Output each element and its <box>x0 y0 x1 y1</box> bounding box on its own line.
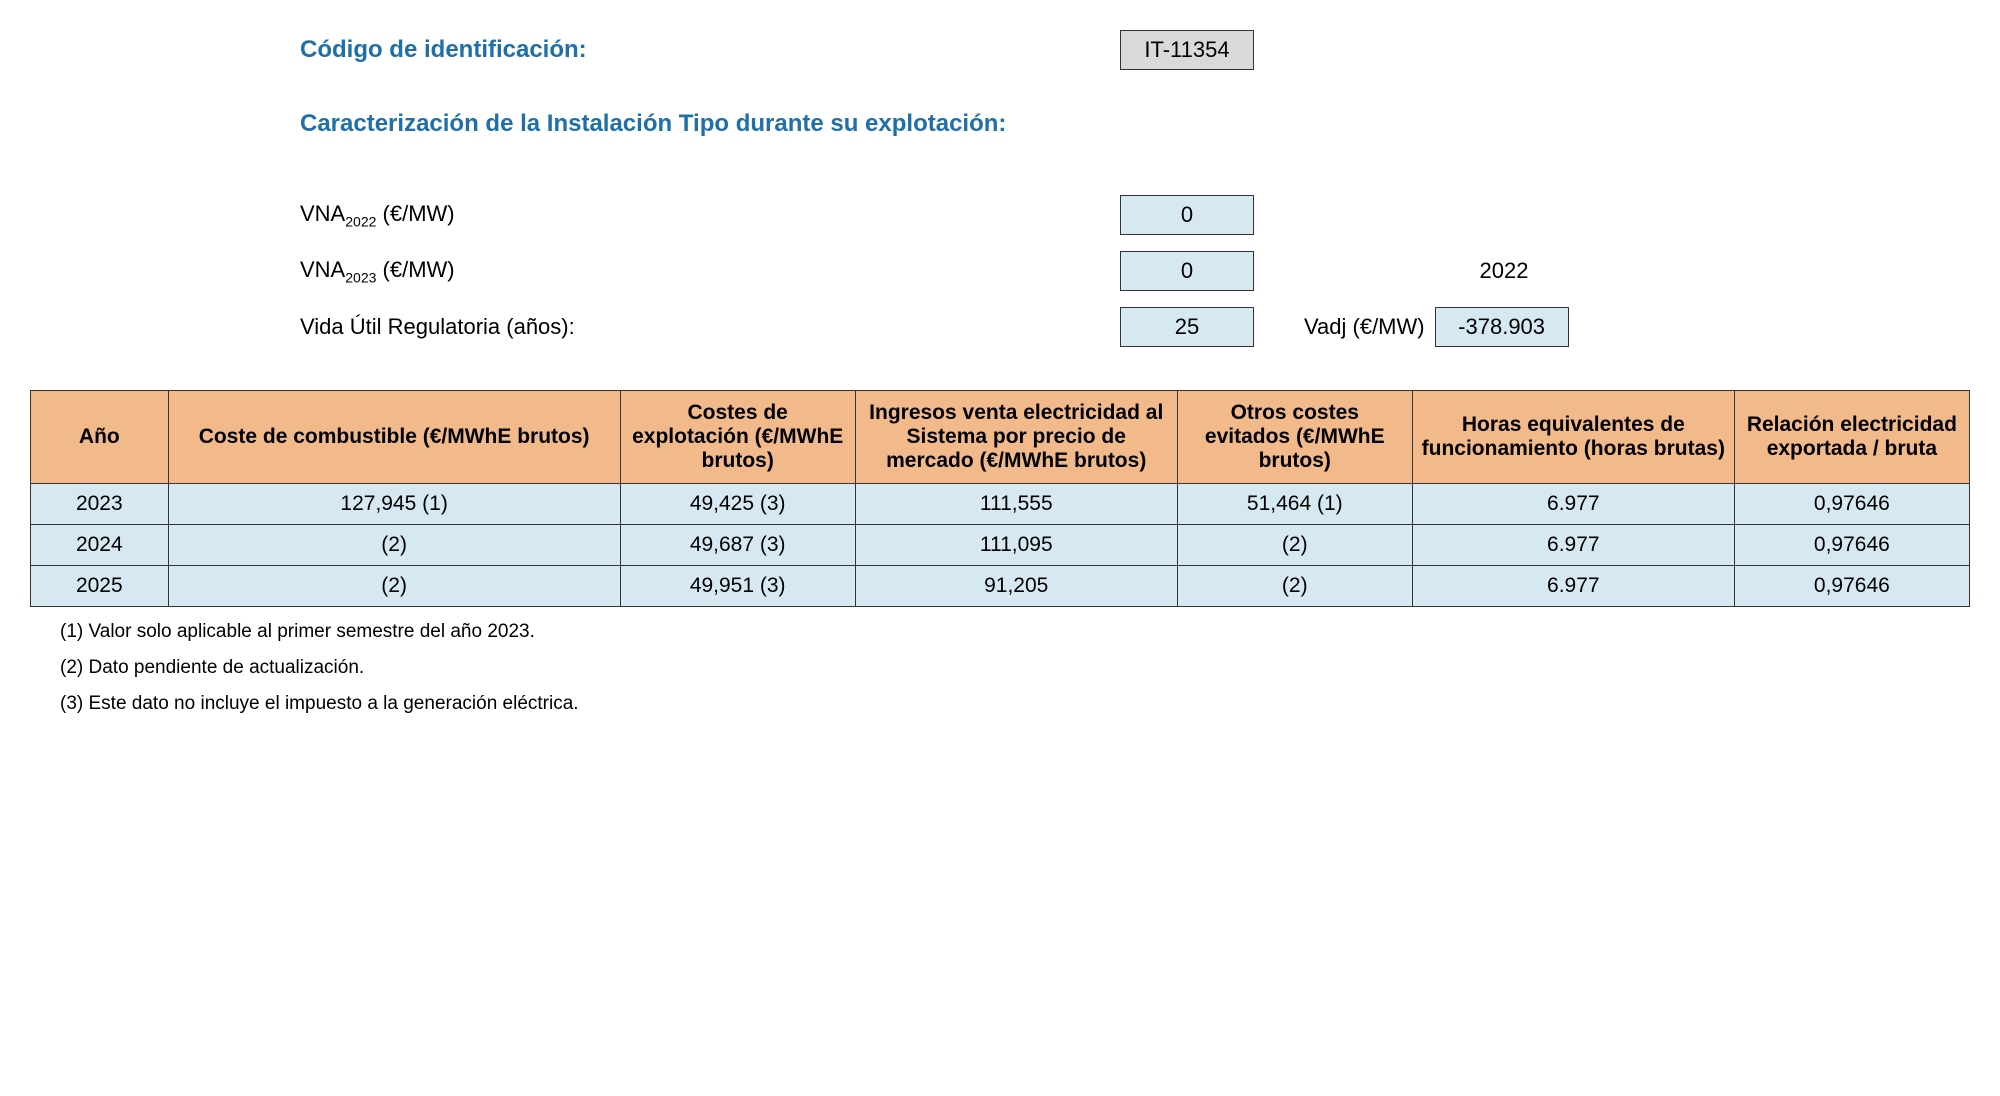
vna2023-prefix: VNA <box>300 257 345 282</box>
vna2022-value: 0 <box>1120 195 1254 235</box>
table-header-cell: Coste de combustible (€/MWhE brutos) <box>168 391 620 484</box>
table-header-cell: Costes de explotación (€/MWhE brutos) <box>620 391 855 484</box>
table-cell: 51,464 (1) <box>1177 484 1412 525</box>
table-cell: 91,205 <box>855 566 1177 607</box>
vida-label: Vida Útil Regulatoria (años): <box>300 314 1120 340</box>
table-cell: 2024 <box>31 525 169 566</box>
vna2022-sub: 2022 <box>345 213 376 229</box>
section-title: Caracterización de la Instalación Tipo d… <box>300 110 1970 138</box>
id-label: Código de identificación: <box>300 36 1120 64</box>
table-cell: 111,095 <box>855 525 1177 566</box>
table-header-cell: Año <box>31 391 169 484</box>
table-cell: 127,945 (1) <box>168 484 620 525</box>
vadj-group: Vadj (€/MW) -378.903 <box>1304 307 1569 347</box>
table-cell: 2023 <box>31 484 169 525</box>
vna2023-label: VNA2023 (€/MW) <box>300 257 1120 285</box>
table-cell: 111,555 <box>855 484 1177 525</box>
footnote: (1) Valor solo aplicable al primer semes… <box>60 621 1970 643</box>
table-body: 2023127,945 (1)49,425 (3)111,55551,464 (… <box>31 484 1970 607</box>
main-table: AñoCoste de combustible (€/MWhE brutos)C… <box>30 390 1970 607</box>
table-header-row: AñoCoste de combustible (€/MWhE brutos)C… <box>31 391 1970 484</box>
table-row: 2025(2)49,951 (3)91,205(2)6.9770,97646 <box>31 566 1970 607</box>
table-cell: 0,97646 <box>1734 525 1969 566</box>
table-cell: 0,97646 <box>1734 566 1969 607</box>
table-cell: 49,425 (3) <box>620 484 855 525</box>
footnote: (2) Dato pendiente de actualización. <box>60 657 1970 679</box>
vida-value: 25 <box>1120 307 1254 347</box>
table-cell: 49,951 (3) <box>620 566 855 607</box>
table-header-cell: Otros costes evitados (€/MWhE brutos) <box>1177 391 1412 484</box>
vadj-year-group: 2022 <box>1284 258 1584 284</box>
table-cell: 49,687 (3) <box>620 525 855 566</box>
table-cell: 6.977 <box>1412 484 1734 525</box>
vna2022-row: VNA2022 (€/MW) 0 <box>300 192 1970 238</box>
vna2022-unit: (€/MW) <box>376 201 454 226</box>
table-cell: 6.977 <box>1412 566 1734 607</box>
vna2023-row: VNA2023 (€/MW) 0 2022 <box>300 248 1970 294</box>
table-head: AñoCoste de combustible (€/MWhE brutos)C… <box>31 391 1970 484</box>
table-cell: (2) <box>168 566 620 607</box>
table-cell: 6.977 <box>1412 525 1734 566</box>
document-root: Código de identificación: IT-11354 Carac… <box>30 30 1970 715</box>
vna2022-prefix: VNA <box>300 201 345 226</box>
table-cell: (2) <box>1177 566 1412 607</box>
table-cell: (2) <box>1177 525 1412 566</box>
table-row: 2023127,945 (1)49,425 (3)111,55551,464 (… <box>31 484 1970 525</box>
vna2023-sub: 2023 <box>345 269 376 285</box>
vida-row: Vida Útil Regulatoria (años): 25 Vadj (€… <box>300 304 1970 350</box>
vna2022-label: VNA2022 (€/MW) <box>300 201 1120 229</box>
table-header-cell: Horas equivalentes de funcionamiento (ho… <box>1412 391 1734 484</box>
table-row: 2024(2)49,687 (3)111,095(2)6.9770,97646 <box>31 525 1970 566</box>
vna2023-value: 0 <box>1120 251 1254 291</box>
vna2023-unit: (€/MW) <box>376 257 454 282</box>
table-cell: (2) <box>168 525 620 566</box>
table-header-cell: Relación electricidad exportada / bruta <box>1734 391 1969 484</box>
footnotes: (1) Valor solo aplicable al primer semes… <box>60 621 1970 715</box>
vadj-label: Vadj (€/MW) <box>1304 314 1425 340</box>
vadj-year: 2022 <box>1424 258 1584 284</box>
footnote: (3) Este dato no incluye el impuesto a l… <box>60 693 1970 715</box>
table-cell: 2025 <box>31 566 169 607</box>
id-value-box: IT-11354 <box>1120 30 1254 70</box>
id-row: Código de identificación: IT-11354 <box>300 30 1970 70</box>
table-cell: 0,97646 <box>1734 484 1969 525</box>
vadj-value: -378.903 <box>1435 307 1569 347</box>
table-header-cell: Ingresos venta electricidad al Sistema p… <box>855 391 1177 484</box>
